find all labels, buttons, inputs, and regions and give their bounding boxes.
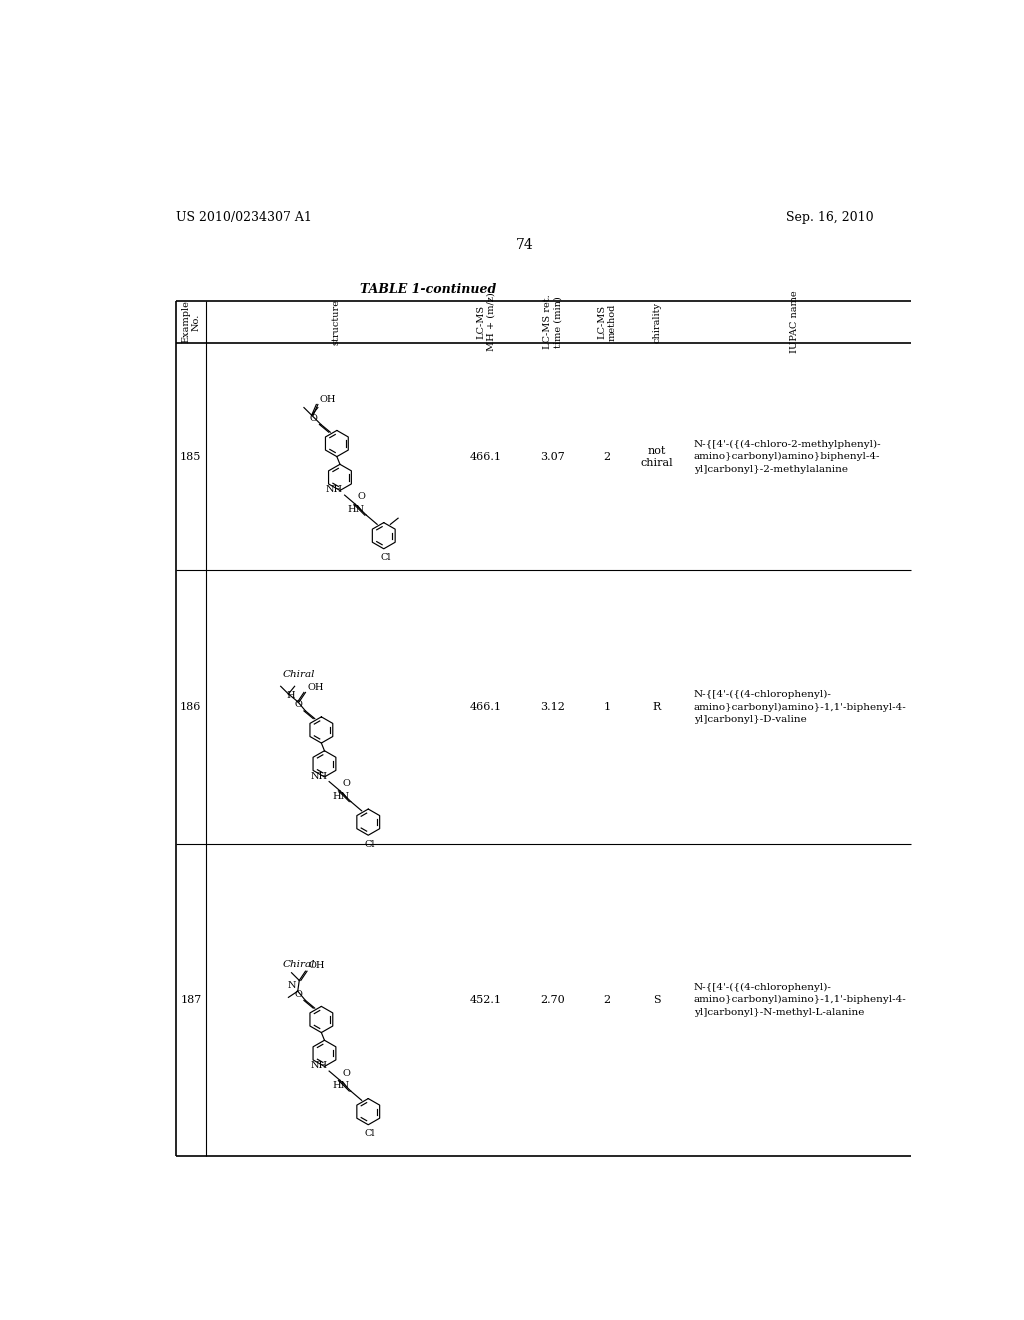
Text: 187: 187: [180, 995, 202, 1005]
Text: structure: structure: [331, 300, 340, 345]
Text: 452.1: 452.1: [470, 995, 502, 1005]
Text: LC-MS ret.
time (min): LC-MS ret. time (min): [543, 294, 562, 350]
Text: Cl: Cl: [365, 1130, 375, 1138]
Text: N-{[4'-({(4-chloro-2-methylphenyl)-
amino}carbonyl)amino}biphenyl-4-
yl]carbonyl: N-{[4'-({(4-chloro-2-methylphenyl)- amin…: [693, 440, 882, 474]
Text: R: R: [652, 702, 660, 711]
Text: HN: HN: [347, 506, 365, 515]
Text: Chiral: Chiral: [283, 960, 315, 969]
Text: 1: 1: [603, 702, 610, 711]
Text: US 2010/0234307 A1: US 2010/0234307 A1: [176, 211, 312, 224]
Text: 466.1: 466.1: [470, 451, 502, 462]
Text: S: S: [652, 995, 660, 1005]
Text: IUPAC name: IUPAC name: [790, 290, 799, 354]
Text: 2: 2: [603, 451, 610, 462]
Text: NH: NH: [310, 1061, 328, 1071]
Text: N-{[4'-({(4-chlorophenyl)-
amino}carbonyl)amino}-1,1'-biphenyl-4-
yl]carbonyl}-N: N-{[4'-({(4-chlorophenyl)- amino}carbony…: [693, 982, 906, 1016]
Text: OH: OH: [308, 961, 325, 970]
Text: Chiral: Chiral: [283, 671, 315, 678]
Text: NH: NH: [310, 772, 328, 780]
Text: N-{[4'-({(4-chlorophenyl)-
amino}carbonyl)amino}-1,1'-biphenyl-4-
yl]carbonyl}-D: N-{[4'-({(4-chlorophenyl)- amino}carbony…: [693, 690, 906, 725]
Text: O: O: [295, 701, 302, 709]
Text: 2.70: 2.70: [541, 995, 565, 1005]
Text: OH: OH: [319, 395, 336, 404]
Text: 3.12: 3.12: [541, 702, 565, 711]
Text: N: N: [288, 981, 296, 990]
Text: LC-MS
method: LC-MS method: [597, 304, 616, 341]
Text: HN: HN: [332, 792, 349, 801]
Text: Cl: Cl: [365, 840, 375, 849]
Text: 3.07: 3.07: [541, 451, 565, 462]
Text: 2: 2: [603, 995, 610, 1005]
Text: NH: NH: [326, 486, 343, 494]
Text: TABLE 1-continued: TABLE 1-continued: [360, 284, 497, 296]
Text: OH: OH: [307, 682, 324, 692]
Text: 185: 185: [180, 451, 202, 462]
Text: H: H: [287, 692, 295, 700]
Text: 466.1: 466.1: [470, 702, 502, 711]
Text: HN: HN: [332, 1081, 349, 1090]
Text: Sep. 16, 2010: Sep. 16, 2010: [786, 211, 873, 224]
Text: Example
No.: Example No.: [181, 301, 201, 343]
Text: 74: 74: [516, 238, 534, 252]
Text: O: O: [342, 780, 350, 788]
Text: chirality: chirality: [652, 301, 662, 342]
Text: O: O: [357, 492, 366, 502]
Text: 186: 186: [180, 702, 202, 711]
Text: O: O: [342, 1069, 350, 1078]
Text: Cl: Cl: [380, 553, 390, 562]
Text: LC-MS
MH + (m/z): LC-MS MH + (m/z): [476, 293, 496, 351]
Text: O: O: [295, 990, 302, 999]
Text: not
chiral: not chiral: [640, 446, 673, 467]
Text: O: O: [310, 414, 317, 422]
